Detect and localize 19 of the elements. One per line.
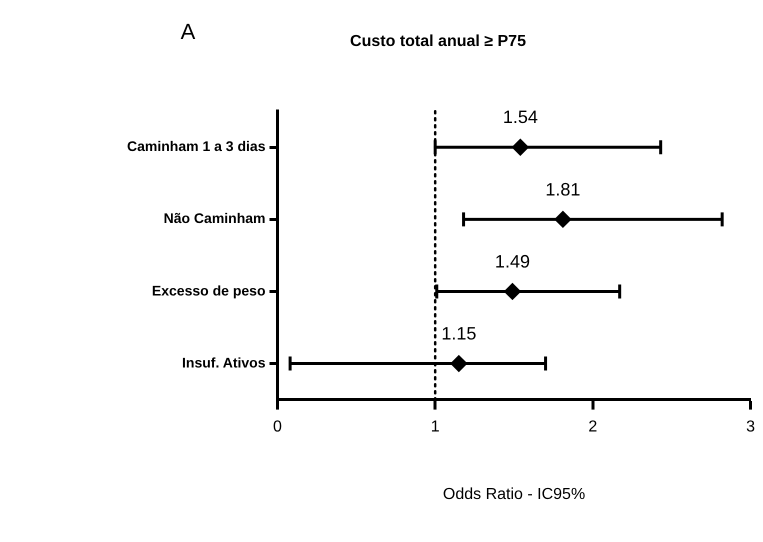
point — [512, 138, 529, 156]
x-axis-title: Odds Ratio - IC95% — [442, 486, 586, 503]
y-tick-label: Excesso de peso — [152, 282, 266, 298]
point — [554, 210, 572, 228]
y-tick-label: Insuf. Ativos — [182, 354, 266, 370]
x-tick-label: 2 — [588, 418, 598, 436]
point — [504, 282, 521, 300]
data-label: 1.81 — [545, 179, 580, 200]
x-tick-label: 0 — [273, 418, 282, 436]
y-tick-label: Não Caminham — [164, 210, 266, 226]
y-tick-label: Caminham 1 a 3 dias — [126, 138, 266, 154]
chart-title: Custo total anual ≥ P75 — [350, 33, 526, 50]
x-tick-label: 3 — [746, 418, 756, 436]
data-label: 1.15 — [441, 324, 476, 344]
data-label: 1.49 — [494, 251, 530, 272]
data-label: 1.54 — [502, 107, 538, 128]
x-tick-label: 1 — [430, 418, 440, 436]
text: A — [180, 19, 196, 44]
point — [450, 355, 468, 372]
